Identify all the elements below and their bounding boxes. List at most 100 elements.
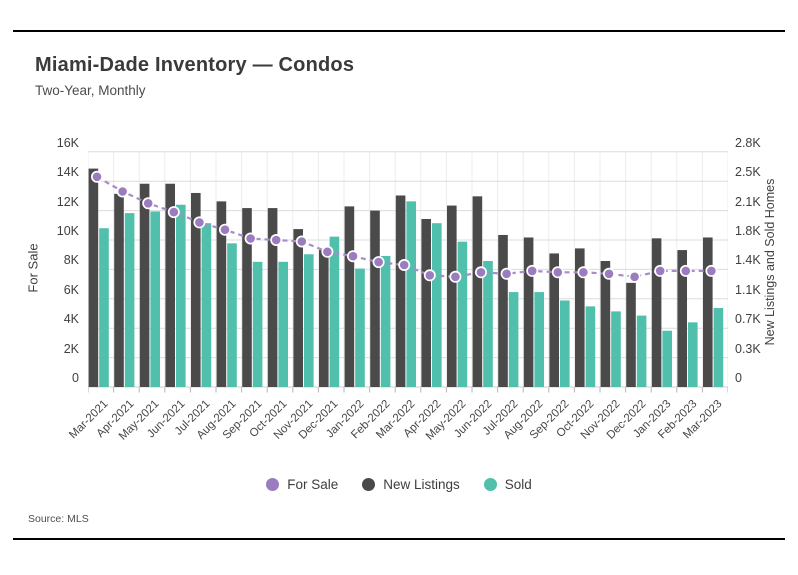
bar-new-listings bbox=[472, 196, 483, 387]
legend: For Sale New Listings Sold bbox=[0, 477, 798, 492]
left-axis-tick-label: 14K bbox=[56, 165, 79, 180]
for-sale-point bbox=[195, 218, 204, 227]
bar-sold bbox=[662, 330, 672, 387]
bar-sold bbox=[483, 261, 493, 387]
bar-new-listings bbox=[267, 208, 278, 387]
bar-new-listings bbox=[242, 208, 252, 387]
for-sale-point bbox=[655, 266, 665, 276]
right-axis-tick-label: 0.3K bbox=[735, 341, 761, 356]
bar-new-listings bbox=[523, 237, 534, 387]
for-sale-point bbox=[604, 269, 614, 279]
right-axis-tick-label: 0 bbox=[735, 371, 742, 385]
bar-sold bbox=[150, 211, 160, 387]
right-axis-tick-label: 2.5K bbox=[735, 165, 761, 180]
top-rule bbox=[13, 30, 785, 32]
for-sale-point bbox=[399, 260, 409, 270]
for-sale-point bbox=[502, 269, 511, 279]
for-sale-point bbox=[527, 266, 537, 276]
bar-sold bbox=[227, 243, 237, 387]
bar-new-listings bbox=[600, 261, 611, 387]
right-axis-tick-label: 2.8K bbox=[735, 135, 761, 150]
bar-new-listings bbox=[421, 219, 431, 387]
bar-sold bbox=[688, 322, 698, 387]
for-sale-point bbox=[374, 257, 383, 267]
left-axis-tick-label: 10K bbox=[56, 224, 79, 238]
bar-sold bbox=[636, 315, 647, 387]
right-axis-title: New Listings and Sold Homes bbox=[763, 178, 777, 346]
bar-sold bbox=[406, 201, 416, 387]
for-sale-point bbox=[220, 225, 230, 234]
bar-sold bbox=[176, 204, 186, 387]
for-sale-point bbox=[425, 271, 435, 280]
bar-new-listings bbox=[139, 183, 150, 387]
right-axis-tick-label: 0.7K bbox=[735, 312, 761, 327]
right-axis-tick-label: 1.4K bbox=[735, 253, 761, 268]
left-axis-tick-label: 0 bbox=[72, 371, 79, 385]
bar-new-listings bbox=[216, 201, 227, 387]
bar-new-listings bbox=[703, 237, 713, 387]
bar-new-listings bbox=[293, 229, 303, 387]
for-sale-point bbox=[630, 272, 639, 282]
left-axis-tick-label: 6K bbox=[63, 282, 79, 297]
for-sale-point bbox=[297, 237, 307, 246]
left-axis-title: For Sale bbox=[25, 243, 41, 293]
legend-dot-icon bbox=[362, 478, 376, 491]
bar-new-listings bbox=[447, 205, 457, 387]
plot-area bbox=[88, 151, 728, 393]
chart-title: Miami-Dade Inventory — Condos bbox=[35, 54, 355, 76]
right-axis-tick-label: 2.1K bbox=[735, 194, 761, 209]
for-sale-point bbox=[118, 187, 127, 196]
bar-new-listings bbox=[626, 282, 636, 387]
bar-sold bbox=[380, 255, 391, 387]
bar-new-listings bbox=[549, 253, 559, 387]
bar-sold bbox=[201, 223, 212, 387]
for-sale-point bbox=[323, 247, 332, 257]
bar-sold bbox=[278, 261, 288, 387]
bar-new-listings bbox=[191, 192, 201, 387]
legend-label: New Listings bbox=[383, 477, 460, 492]
legend-dot-icon bbox=[266, 478, 280, 491]
chart-subtitle: Two-Year, Monthly bbox=[35, 83, 146, 98]
bar-sold bbox=[560, 300, 570, 387]
legend-label: For Sale bbox=[287, 477, 339, 492]
bar-new-listings bbox=[575, 248, 585, 387]
legend-dot-icon bbox=[483, 478, 497, 491]
left-axis-tick-label: 2K bbox=[63, 341, 79, 356]
bottom-rule bbox=[13, 538, 785, 540]
bar-new-listings bbox=[370, 210, 380, 387]
for-sale-point bbox=[451, 272, 460, 282]
for-sale-point bbox=[92, 172, 102, 182]
bar-new-listings bbox=[165, 183, 175, 387]
bar-new-listings bbox=[88, 168, 99, 387]
for-sale-point bbox=[246, 234, 255, 243]
legend-item-sold[interactable]: Sold bbox=[483, 477, 532, 492]
bar-sold bbox=[508, 292, 519, 387]
for-sale-point bbox=[143, 199, 153, 208]
left-axis-tick-label: 4K bbox=[63, 312, 79, 327]
bar-sold bbox=[99, 228, 109, 387]
for-sale-point bbox=[579, 268, 588, 277]
for-sale-point bbox=[271, 235, 281, 245]
bar-new-listings bbox=[498, 234, 508, 387]
left-axis-tick-label: 12K bbox=[56, 194, 79, 209]
bar-new-listings bbox=[395, 195, 406, 387]
bar-sold bbox=[304, 254, 314, 387]
bar-sold bbox=[713, 308, 724, 387]
for-sale-point bbox=[348, 251, 358, 261]
bar-new-listings bbox=[114, 193, 124, 387]
bar-sold bbox=[611, 311, 621, 387]
bar-new-listings bbox=[677, 250, 687, 387]
right-axis-tick-label: 1.8K bbox=[735, 224, 761, 238]
for-sale-point bbox=[476, 268, 486, 277]
left-axis-tick-label: 16K bbox=[56, 135, 79, 150]
bar-sold bbox=[329, 236, 340, 387]
for-sale-point bbox=[681, 266, 691, 276]
bar-sold bbox=[355, 268, 365, 387]
legend-item-for-sale[interactable]: For Sale bbox=[266, 477, 338, 492]
for-sale-point bbox=[707, 266, 716, 276]
bar-new-listings bbox=[319, 250, 329, 387]
left-axis-tick-label: 8K bbox=[63, 253, 79, 268]
for-sale-point bbox=[169, 207, 179, 217]
legend-item-new-listings[interactable]: New Listings bbox=[362, 477, 460, 492]
